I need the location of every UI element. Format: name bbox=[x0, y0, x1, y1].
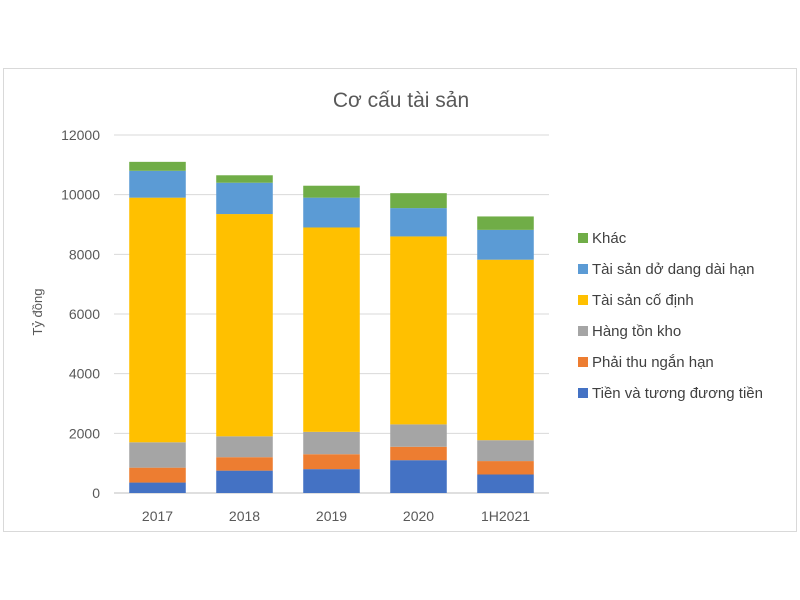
x-tick-label: 2019 bbox=[316, 508, 347, 524]
bar-segment bbox=[477, 461, 534, 475]
bar-segment bbox=[477, 259, 534, 441]
legend-label: Khác bbox=[592, 230, 627, 247]
legend-swatch bbox=[578, 357, 588, 367]
bar-segment bbox=[129, 467, 186, 483]
bar-segment bbox=[129, 197, 186, 443]
legend-label: Phải thu ngắn hạn bbox=[592, 354, 714, 371]
bar-segment bbox=[390, 193, 447, 209]
y-tick-label: 10000 bbox=[61, 187, 100, 203]
bar-segment bbox=[303, 454, 360, 470]
chart-svg: Cơ cấu tài sản Tỷ đồng 0 2000 4000 6000 8000… bbox=[30, 89, 763, 524]
bar-segment bbox=[129, 170, 186, 198]
y-axis-title: Tỷ đồng bbox=[30, 289, 45, 336]
legend-swatch bbox=[578, 233, 588, 243]
y-tick-label: 0 bbox=[92, 485, 100, 501]
legend-swatch bbox=[578, 388, 588, 398]
legend-label: Tài sản cố định bbox=[592, 292, 694, 309]
bar-segment bbox=[216, 182, 273, 215]
x-tick-label: 2017 bbox=[142, 508, 173, 524]
bars bbox=[129, 161, 534, 493]
legend: Khác Tài sản dở dang dài hạn Tài sản cố đị… bbox=[578, 230, 763, 402]
legend-label: Tài sản dở dang dài hạn bbox=[592, 261, 754, 278]
bar-segment bbox=[216, 470, 273, 493]
x-tick-label: 2020 bbox=[403, 508, 434, 524]
bar-segment bbox=[216, 436, 273, 458]
legend-swatch bbox=[578, 295, 588, 305]
legend-label: Tiền và tương đương tiền bbox=[592, 385, 763, 402]
bar-segment bbox=[303, 431, 360, 455]
bar-segment bbox=[390, 208, 447, 237]
x-axis-ticks: 2017 2018 2019 2020 1H2021 bbox=[142, 508, 530, 524]
bar-segment bbox=[303, 227, 360, 432]
bar-segment bbox=[303, 469, 360, 493]
bar-segment bbox=[477, 474, 534, 493]
y-tick-label: 6000 bbox=[69, 306, 100, 322]
chart-area: Cơ cấu tài sản Tỷ đồng 0 2000 4000 6000 8000… bbox=[3, 68, 797, 532]
y-axis-ticks: 0 2000 4000 6000 8000 10000 12000 bbox=[61, 127, 100, 501]
bar-segment bbox=[390, 460, 447, 493]
bar-segment bbox=[477, 216, 534, 230]
y-tick-label: 2000 bbox=[69, 425, 100, 441]
bar-segment bbox=[129, 442, 186, 468]
y-tick-label: 12000 bbox=[61, 127, 100, 143]
bar-segment bbox=[390, 446, 447, 461]
bar-segment bbox=[477, 229, 534, 260]
y-tick-label: 8000 bbox=[69, 246, 100, 262]
chart-title: Cơ cấu tài sản bbox=[333, 89, 469, 112]
legend-swatch bbox=[578, 326, 588, 336]
bar-segment bbox=[303, 197, 360, 228]
bar-segment bbox=[303, 185, 360, 198]
bar-segment bbox=[216, 457, 273, 471]
y-tick-label: 4000 bbox=[69, 366, 100, 382]
x-tick-label: 2018 bbox=[229, 508, 260, 524]
bar-segment bbox=[216, 214, 273, 437]
bar-segment bbox=[390, 236, 447, 425]
bar-segment bbox=[129, 482, 186, 493]
bar-segment bbox=[129, 161, 186, 171]
legend-swatch bbox=[578, 264, 588, 274]
x-tick-label: 1H2021 bbox=[481, 508, 530, 524]
bar-segment bbox=[390, 424, 447, 447]
bar-segment bbox=[477, 440, 534, 462]
legend-label: Hàng tồn kho bbox=[592, 323, 681, 340]
bar-segment bbox=[216, 175, 273, 183]
